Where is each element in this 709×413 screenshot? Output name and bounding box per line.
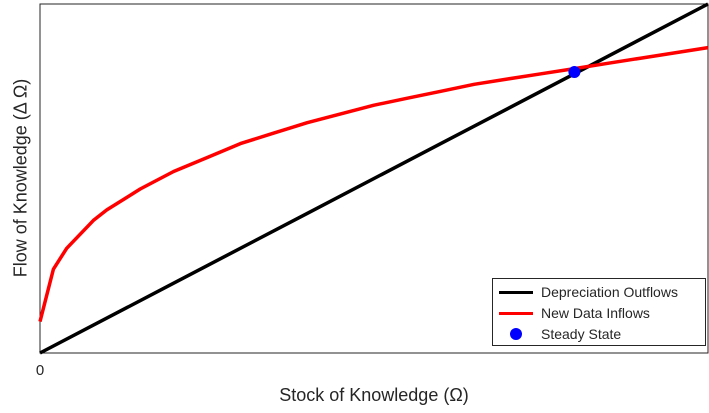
legend-label-inflows: New Data Inflows bbox=[541, 305, 650, 321]
legend-swatch-depreciation bbox=[499, 282, 533, 302]
legend-label-depreciation: Depreciation Outflows bbox=[541, 284, 678, 300]
y-axis-label: Flow of Knowledge (Δ Ω) bbox=[10, 78, 31, 278]
legend-item-steady-state: Steady State bbox=[499, 324, 621, 344]
legend-swatch-inflows bbox=[499, 303, 533, 323]
plot-frame bbox=[39, 3, 709, 354]
x-tick-label-0: 0 bbox=[35, 362, 45, 379]
depreciation-outflows-line bbox=[39, 2, 709, 355]
steady-state-point bbox=[568, 66, 581, 79]
new-data-inflows-line bbox=[38, 45, 709, 323]
legend-item-depreciation: Depreciation Outflows bbox=[499, 282, 678, 302]
legend: Depreciation Outflows New Data Inflows S… bbox=[492, 278, 706, 346]
x-axis-label: Stock of Knowledge (Ω) bbox=[279, 385, 469, 405]
legend-item-inflows: New Data Inflows bbox=[499, 303, 650, 323]
legend-label-steady-state: Steady State bbox=[541, 326, 622, 342]
legend-swatch-steady-state bbox=[499, 324, 533, 344]
